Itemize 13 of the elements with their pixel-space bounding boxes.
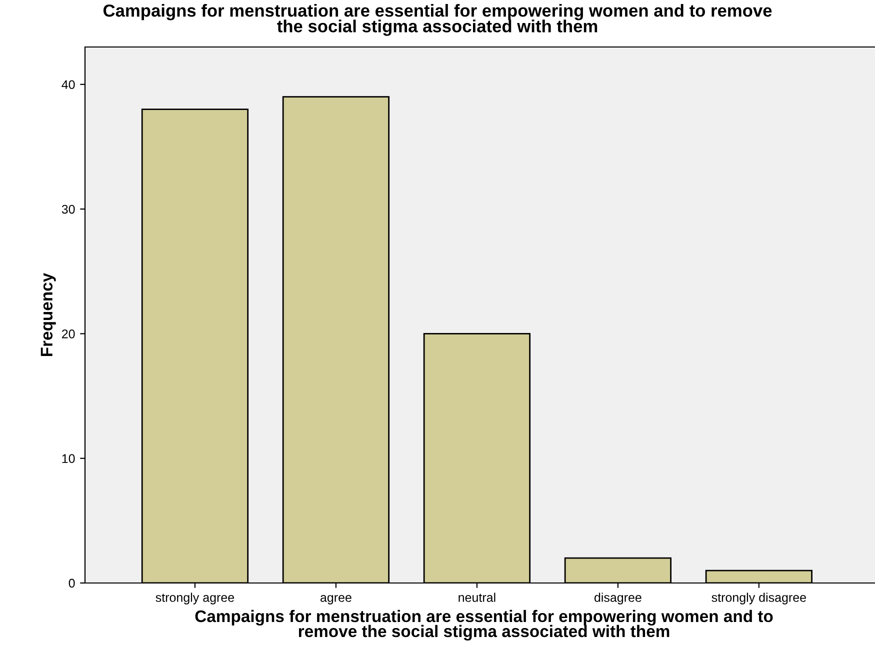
x-tick-label: agree [320, 595, 352, 604]
x-tick-label: neutral [458, 592, 496, 602]
x-tick-label: strongly disagree [712, 592, 806, 604]
y-axis-title: Frequency [40, 272, 56, 356]
x-axis-title: Campaigns for menstruation are essential for empowering women and to remove the social stigma associated with them [195, 610, 773, 641]
y-tick-label: 0 [68, 578, 75, 588]
y-tick-label: 10 [62, 454, 75, 463]
y-tick-label: 20 [62, 330, 75, 338]
y-tick-label: 30 [62, 204, 75, 214]
chart-title: Campaigns for menstruation are essential for empowering women and to remove the social stigma associated with them [103, 4, 772, 36]
x-tick-label: disagree [594, 592, 642, 604]
y-tick-label: 40 [62, 80, 75, 90]
x-tick-label: strongly agree [156, 592, 234, 604]
